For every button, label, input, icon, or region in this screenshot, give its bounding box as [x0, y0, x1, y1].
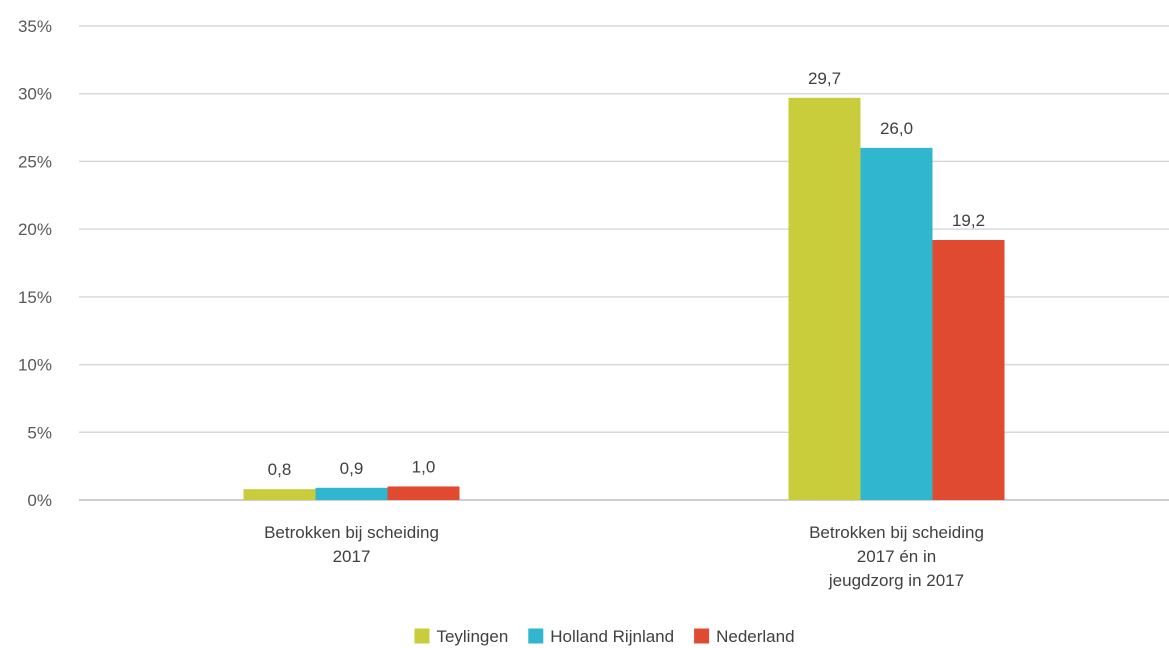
gridlines: [79, 25, 1169, 501]
category-label-line: Betrokken bij scheiding: [809, 523, 984, 542]
bar-nederland: [932, 239, 1005, 500]
data-label: 26,0: [880, 119, 913, 138]
legend-swatch-holland-rijnland: [528, 628, 544, 644]
y-tick-label: 25%: [18, 152, 52, 171]
data-label: 0,8: [268, 460, 292, 479]
y-tick-label: 15%: [18, 288, 52, 307]
data-label: 19,2: [952, 211, 985, 230]
x-category-label: Betrokken bij scheiding 2017: [264, 523, 439, 566]
legend-label: Teylingen: [436, 627, 508, 646]
data-label: 0,9: [340, 459, 364, 478]
y-tick-label: 0%: [27, 491, 52, 510]
bars: [243, 97, 1005, 500]
bar-holland-rijnland: [315, 487, 388, 500]
y-tick-label: 20%: [18, 220, 52, 239]
y-tick-label: 35%: [18, 17, 52, 36]
category-label-line: Betrokken bij scheiding: [264, 523, 439, 542]
category-label-line: 2017 én in: [857, 547, 936, 566]
category-label-line: jeugdzorg in 2017: [828, 571, 964, 590]
y-tick-label: 10%: [18, 356, 52, 375]
y-axis-tick-labels: 0% 5% 10% 15% 20% 25% 30% 35%: [18, 17, 52, 510]
legend-label: Nederland: [716, 627, 794, 646]
bar-teylingen: [243, 489, 316, 500]
y-tick-label: 5%: [27, 423, 52, 442]
legend-swatch-nederland: [694, 628, 710, 644]
bar-nederland: [387, 486, 460, 500]
legend-swatch-teylingen: [414, 628, 430, 644]
x-category-label: Betrokken bij scheiding 2017 én in jeugdzo…: [809, 523, 984, 590]
bar-holland-rijnland: [860, 147, 933, 500]
data-label: 1,0: [412, 457, 436, 476]
legend: Teylingen Holland Rijnland Nederland: [414, 627, 795, 646]
bar-teylingen: [788, 97, 861, 500]
data-labels: 0,8 0,9 1,0 29,7 26,0 19,2: [268, 69, 985, 479]
data-label: 29,7: [808, 69, 841, 88]
y-tick-label: 30%: [18, 85, 52, 104]
category-label-line: 2017: [333, 547, 371, 566]
legend-label: Holland Rijnland: [550, 627, 674, 646]
